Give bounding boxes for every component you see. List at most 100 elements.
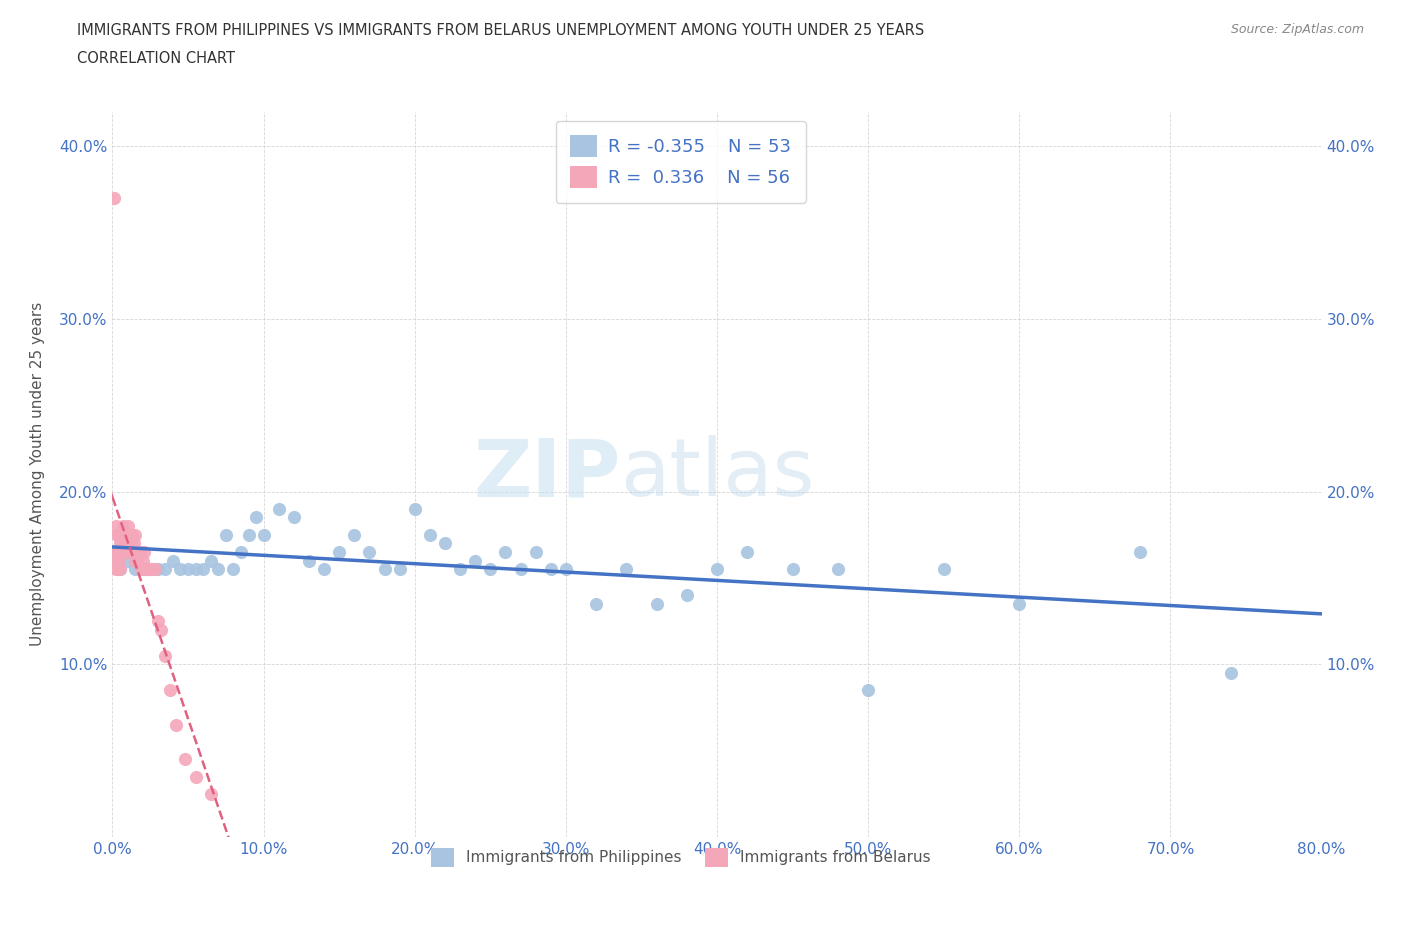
Point [359, 545, 381, 560]
Point [128, 545, 150, 560]
Point [238, 527, 260, 542]
Point [314, 562, 336, 577]
Point [108, 562, 131, 577]
Point [169, 562, 191, 577]
Text: Source: ZipAtlas.com: Source: ZipAtlas.com [1230, 23, 1364, 36]
Point [110, 545, 132, 560]
Point [524, 545, 547, 560]
Point [143, 562, 166, 577]
Point [328, 545, 350, 560]
Point [540, 562, 562, 577]
Point [215, 527, 238, 542]
Point [1008, 596, 1031, 611]
Point [141, 562, 163, 577]
Point [298, 553, 321, 568]
Point [245, 510, 267, 525]
Point [104, 553, 127, 568]
Point [117, 553, 139, 568]
Point [124, 562, 146, 577]
Point [120, 536, 142, 551]
Point [127, 545, 149, 560]
Point [1220, 666, 1243, 681]
Point [134, 545, 156, 560]
Point [177, 562, 200, 577]
Point [433, 536, 456, 551]
Point [103, 545, 125, 560]
Point [222, 562, 245, 577]
Point [162, 553, 184, 568]
Point [229, 545, 252, 560]
Point [207, 562, 229, 577]
Point [149, 622, 172, 637]
Point [122, 536, 145, 551]
Point [118, 527, 141, 542]
Point [509, 562, 531, 577]
Point [146, 614, 169, 629]
Point [105, 562, 128, 577]
Point [105, 545, 128, 560]
Point [108, 527, 131, 542]
Point [121, 527, 143, 542]
Point [114, 527, 136, 542]
Point [155, 648, 177, 663]
Point [117, 545, 139, 560]
Point [267, 501, 290, 516]
Point [107, 527, 129, 542]
Point [554, 562, 576, 577]
Legend: Immigrants from Philippines, Immigrants from Belarus: Immigrants from Philippines, Immigrants … [425, 842, 936, 873]
Point [374, 562, 396, 577]
Point [675, 588, 697, 603]
Point [388, 562, 411, 577]
Point [125, 545, 148, 560]
Point [108, 536, 131, 551]
Y-axis label: Unemployment Among Youth under 25 years: Unemployment Among Youth under 25 years [31, 302, 45, 646]
Point [117, 519, 139, 534]
Point [146, 562, 169, 577]
Point [827, 562, 849, 577]
Point [200, 553, 222, 568]
Point [464, 553, 486, 568]
Point [932, 562, 955, 577]
Point [107, 545, 129, 560]
Point [782, 562, 804, 577]
Point [184, 769, 207, 784]
Point [104, 562, 127, 577]
Point [449, 562, 471, 577]
Point [132, 562, 155, 577]
Point [1129, 545, 1152, 560]
Point [495, 545, 517, 560]
Point [479, 562, 502, 577]
Point [121, 545, 143, 560]
Point [105, 527, 128, 542]
Point [404, 501, 426, 516]
Text: IMMIGRANTS FROM PHILIPPINES VS IMMIGRANTS FROM BELARUS UNEMPLOYMENT AMONG YOUTH : IMMIGRANTS FROM PHILIPPINES VS IMMIGRANT… [77, 23, 925, 38]
Point [129, 562, 152, 577]
Point [114, 536, 136, 551]
Point [585, 596, 607, 611]
Point [103, 191, 125, 206]
Point [107, 553, 129, 568]
Point [174, 751, 197, 766]
Point [159, 683, 181, 698]
Point [856, 683, 880, 698]
Point [184, 562, 207, 577]
Point [616, 562, 638, 577]
Point [115, 545, 138, 560]
Point [419, 527, 441, 542]
Text: CORRELATION CHART: CORRELATION CHART [77, 51, 235, 66]
Point [136, 562, 159, 577]
Point [253, 527, 276, 542]
Point [118, 536, 141, 551]
Point [155, 562, 177, 577]
Point [191, 562, 214, 577]
Point [165, 717, 187, 732]
Point [124, 553, 146, 568]
Point [132, 553, 155, 568]
Point [737, 545, 759, 560]
Point [125, 553, 148, 568]
Point [200, 787, 222, 802]
Point [110, 536, 132, 551]
Point [706, 562, 728, 577]
Point [117, 527, 139, 542]
Point [139, 562, 162, 577]
